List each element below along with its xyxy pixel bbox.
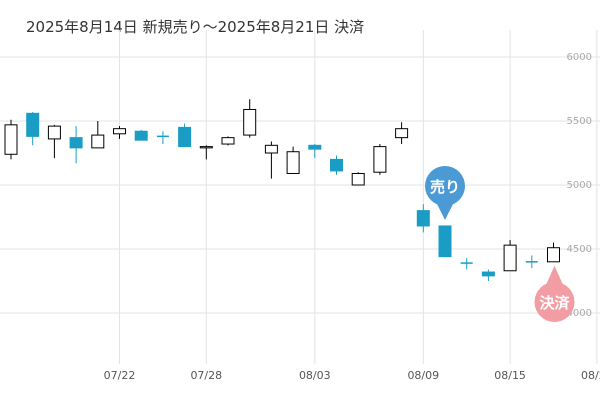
candle-body bbox=[199, 146, 213, 149]
candle-body bbox=[69, 137, 83, 149]
y-tick-label: 5500 bbox=[567, 116, 592, 127]
candle-body bbox=[264, 144, 278, 154]
sell-marker-pointer bbox=[436, 202, 454, 220]
candle-body bbox=[503, 244, 517, 272]
candle-body bbox=[395, 128, 409, 139]
candle-body bbox=[91, 134, 105, 149]
candle-body bbox=[373, 146, 387, 173]
candle-body bbox=[481, 271, 495, 277]
candle-body bbox=[308, 144, 322, 150]
x-tick-label: 08/15 bbox=[494, 369, 526, 382]
chart-title: 2025年8月14日 新規売り～2025年8月21日 決済 bbox=[26, 18, 365, 36]
settle-marker-pointer bbox=[545, 265, 564, 286]
candle-body bbox=[416, 210, 430, 227]
x-tick-label: 08/03 bbox=[299, 369, 331, 382]
candle-body bbox=[351, 172, 365, 186]
candle-body bbox=[47, 125, 61, 140]
sell-marker-label: 売り bbox=[430, 178, 460, 196]
candle-body bbox=[438, 225, 452, 258]
candle-body bbox=[26, 112, 40, 137]
candle-body bbox=[113, 128, 126, 135]
y-tick-label: 4000 bbox=[567, 308, 592, 319]
x-tick-label: 07/28 bbox=[190, 369, 222, 382]
candle-body bbox=[547, 247, 560, 263]
sell-marker bbox=[425, 166, 465, 206]
y-tick-label: 5000 bbox=[567, 180, 592, 191]
candle-body bbox=[243, 108, 257, 136]
candle-body bbox=[178, 126, 192, 148]
candle-body bbox=[221, 137, 235, 145]
candle-body bbox=[134, 130, 148, 141]
y-tick-label: 4500 bbox=[567, 244, 592, 255]
candle-body bbox=[330, 158, 343, 172]
x-tick-label: 08/09 bbox=[407, 369, 439, 382]
settle-marker-label: 決済 bbox=[539, 294, 570, 312]
y-tick-label: 6000 bbox=[567, 52, 592, 63]
x-tick-label: 07/22 bbox=[104, 369, 136, 382]
settle-marker bbox=[534, 282, 575, 322]
x-tick-label: 08/21 bbox=[581, 369, 600, 382]
candle-body bbox=[286, 151, 300, 174]
candle-body bbox=[4, 124, 18, 155]
